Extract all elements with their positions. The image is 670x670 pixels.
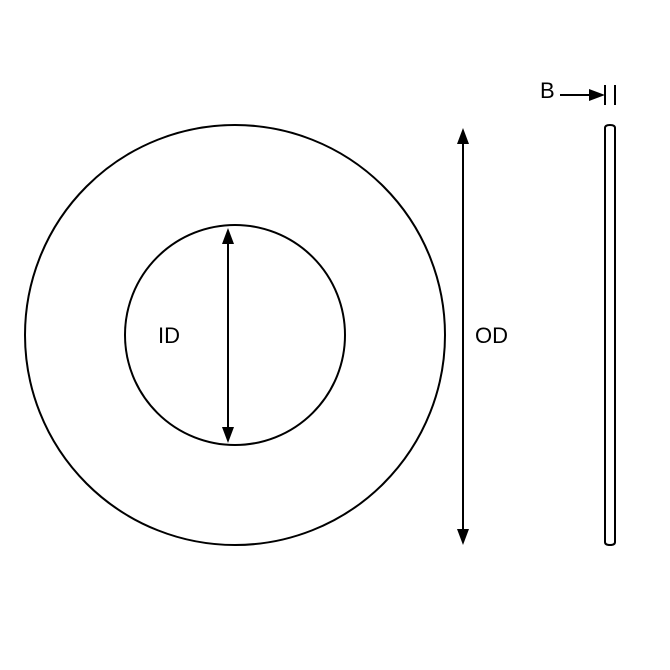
od-label: OD [475, 323, 508, 348]
b-label: B [540, 78, 555, 103]
id-label: ID [158, 323, 180, 348]
washer-outer-circle [25, 125, 445, 545]
washer-side-view [605, 125, 615, 545]
